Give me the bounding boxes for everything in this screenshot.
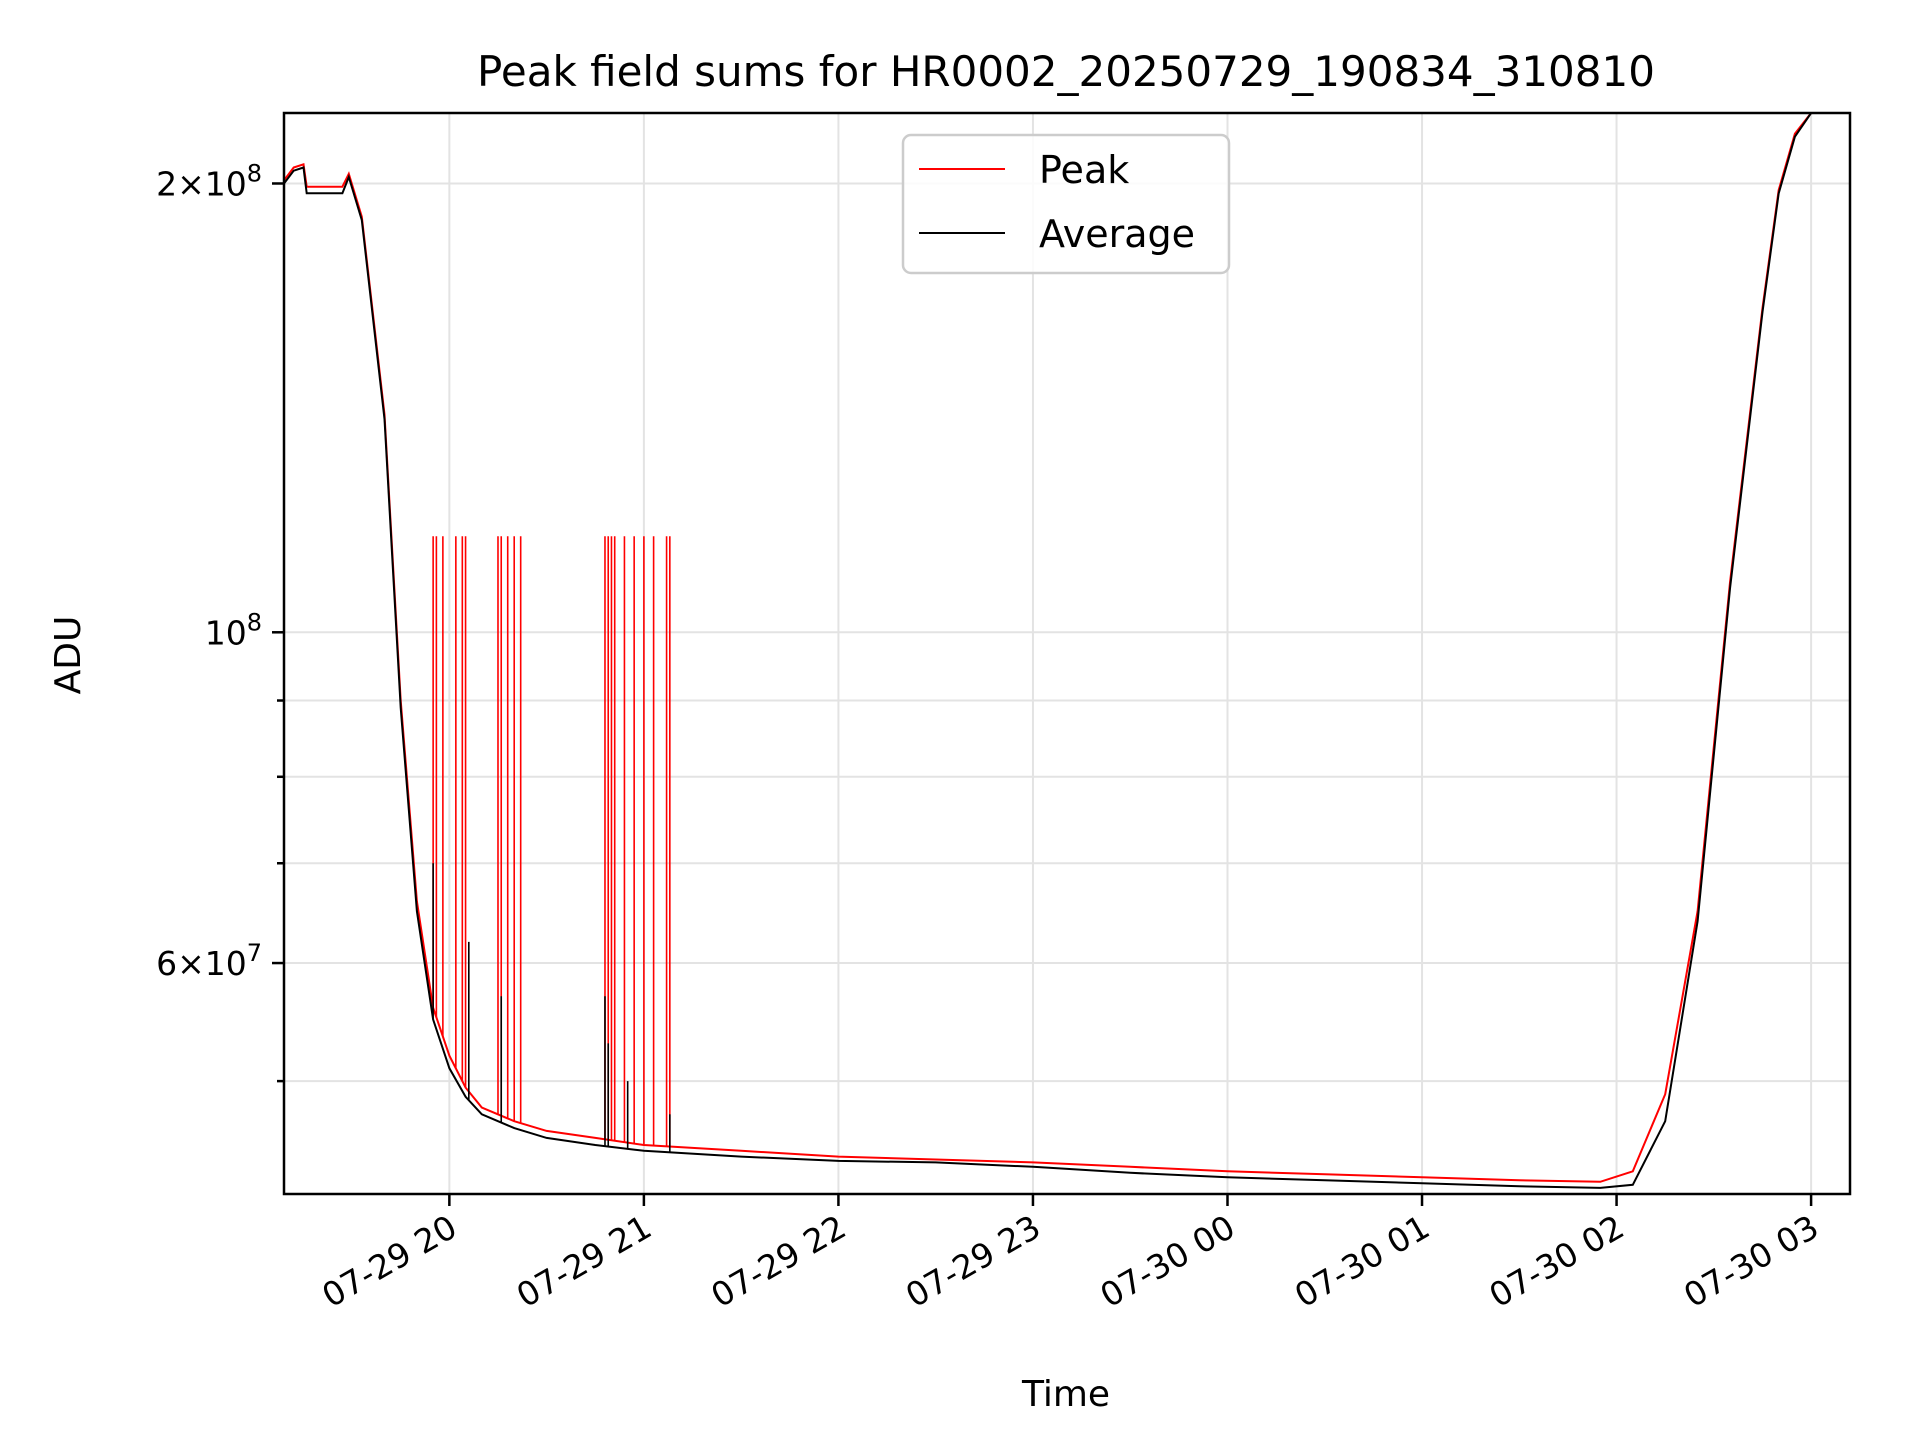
x-tick-label: 07-30 00 bbox=[1093, 1207, 1241, 1315]
chart-title: Peak field sums for HR0002_20250729_1908… bbox=[477, 47, 1655, 96]
x-tick-label: 07-30 01 bbox=[1288, 1207, 1436, 1315]
axis-ticks: 07-29 20 07-29 21 07-29 22 07-29 23 07-30 00… bbox=[156, 159, 1825, 1315]
y-axis-label: ADU bbox=[48, 616, 89, 695]
x-tick-label: 07-29 20 bbox=[315, 1207, 463, 1315]
legend: Peak Average bbox=[901, 133, 1231, 275]
x-axis-label: Time bbox=[1021, 1374, 1110, 1415]
grid-lines bbox=[284, 113, 1850, 1194]
legend-peak-label: Peak bbox=[1039, 148, 1129, 192]
y-tick-label: 6×107 bbox=[156, 939, 262, 983]
x-tick-label: 07-29 23 bbox=[899, 1207, 1047, 1315]
axes-frame bbox=[282, 111, 1852, 1196]
x-tick-label: 07-29 21 bbox=[510, 1207, 658, 1315]
series-average-line bbox=[283, 112, 1828, 1189]
y-tick-label: 2×108 bbox=[156, 159, 262, 203]
x-tick-label: 07-30 02 bbox=[1483, 1207, 1631, 1315]
plot-area bbox=[283, 112, 1828, 1189]
x-tick-label: 07-30 03 bbox=[1677, 1207, 1825, 1315]
legend-average-label: Average bbox=[1039, 212, 1195, 256]
y-tick-label: 108 bbox=[205, 608, 262, 652]
x-tick-label: 07-29 22 bbox=[704, 1207, 852, 1315]
